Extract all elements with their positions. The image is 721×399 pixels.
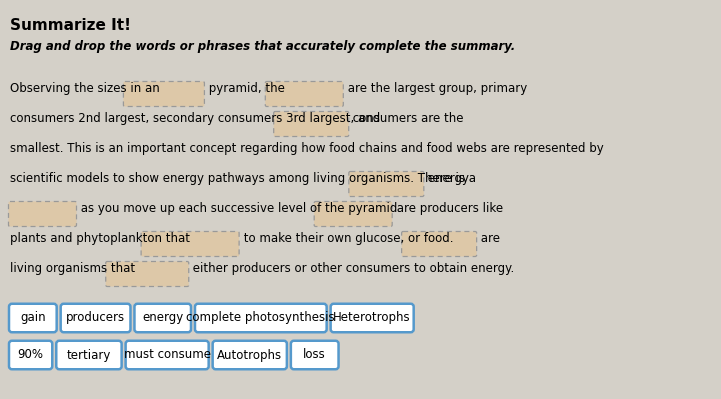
FancyBboxPatch shape <box>213 341 287 369</box>
Text: Observing the sizes in an: Observing the sizes in an <box>10 82 164 95</box>
FancyBboxPatch shape <box>265 81 343 107</box>
FancyBboxPatch shape <box>106 261 189 286</box>
FancyBboxPatch shape <box>331 304 414 332</box>
Text: pyramid, the: pyramid, the <box>205 82 288 95</box>
Text: Heterotrophs: Heterotrophs <box>333 312 411 324</box>
FancyBboxPatch shape <box>314 201 392 227</box>
Text: gain: gain <box>20 312 45 324</box>
Text: energy: energy <box>142 312 183 324</box>
Text: Drag and drop the words or phrases that accurately complete the summary.: Drag and drop the words or phrases that … <box>10 40 516 53</box>
FancyBboxPatch shape <box>9 304 57 332</box>
Text: tertiary: tertiary <box>67 348 111 361</box>
Text: to make their own glucose, or food.: to make their own glucose, or food. <box>239 232 457 245</box>
Text: Autotrophs: Autotrophs <box>217 348 283 361</box>
Text: energy: energy <box>425 172 469 185</box>
FancyBboxPatch shape <box>402 231 477 257</box>
Text: are: are <box>477 232 500 245</box>
Text: 90%: 90% <box>17 348 44 361</box>
Text: as you move up each successive level of the pyramid.: as you move up each successive level of … <box>77 202 405 215</box>
FancyBboxPatch shape <box>195 304 327 332</box>
Text: either producers or other consumers to obtain energy.: either producers or other consumers to o… <box>189 262 515 275</box>
FancyBboxPatch shape <box>123 81 205 107</box>
FancyBboxPatch shape <box>349 172 424 196</box>
Text: Summarize It!: Summarize It! <box>10 18 131 33</box>
FancyBboxPatch shape <box>291 341 339 369</box>
FancyBboxPatch shape <box>56 341 122 369</box>
Text: consumers 2nd largest, secondary consumers 3rd largest, and: consumers 2nd largest, secondary consume… <box>10 112 384 125</box>
Text: scientific models to show energy pathways among living organisms. There is a: scientific models to show energy pathway… <box>10 172 479 185</box>
FancyBboxPatch shape <box>9 341 52 369</box>
Text: consumers are the: consumers are the <box>349 112 464 125</box>
Text: loss: loss <box>304 348 326 361</box>
FancyBboxPatch shape <box>125 341 208 369</box>
FancyBboxPatch shape <box>61 304 131 332</box>
FancyBboxPatch shape <box>9 201 76 227</box>
Text: are the largest group, primary: are the largest group, primary <box>344 82 527 95</box>
Text: plants and phytoplankton that: plants and phytoplankton that <box>10 232 194 245</box>
Text: must consume: must consume <box>123 348 211 361</box>
Text: living organisms that: living organisms that <box>10 262 139 275</box>
FancyBboxPatch shape <box>141 231 239 257</box>
FancyBboxPatch shape <box>134 304 191 332</box>
Text: are producers like: are producers like <box>393 202 503 215</box>
Text: producers: producers <box>66 312 125 324</box>
Text: complete photosynthesis: complete photosynthesis <box>187 312 335 324</box>
Text: smallest. This is an important concept regarding how food chains and food webs a: smallest. This is an important concept r… <box>10 142 603 155</box>
FancyBboxPatch shape <box>274 111 349 136</box>
